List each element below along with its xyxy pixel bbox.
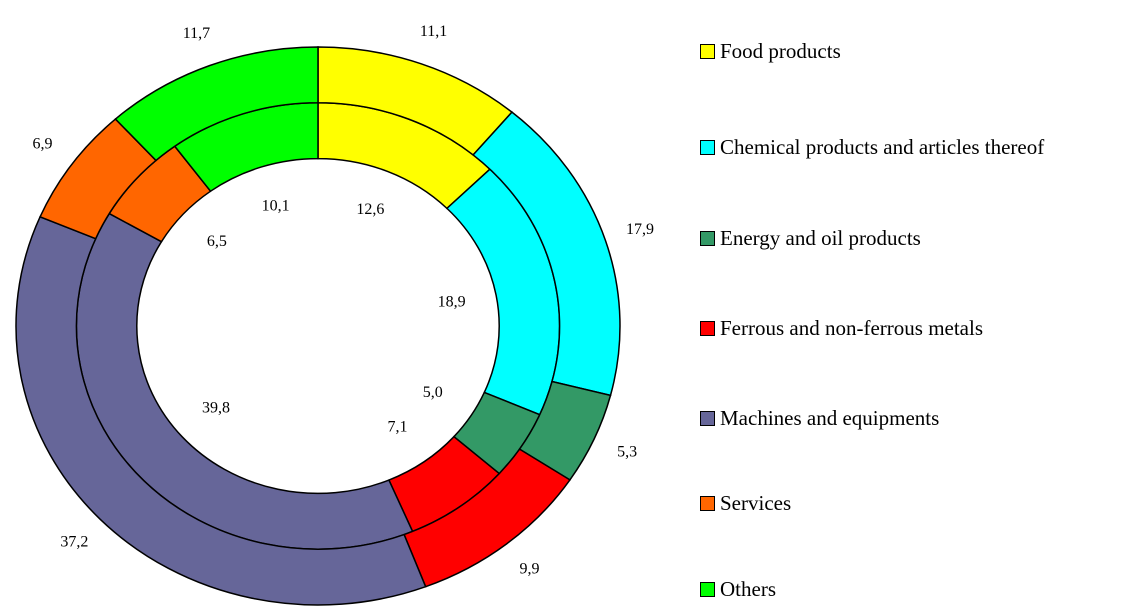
legend-swatch	[700, 44, 715, 59]
legend-swatch	[700, 582, 715, 597]
data-label: 11,1	[420, 23, 447, 40]
legend-label: Machines and equipments	[720, 406, 940, 430]
legend-label: Chemical products and articles thereof	[720, 135, 1045, 159]
ring-segment	[114, 46, 319, 162]
data-label: 6,5	[207, 233, 227, 250]
legend-item: Energy and oil products	[700, 225, 1126, 251]
data-label: 5,0	[423, 384, 443, 401]
legend-item: Others	[700, 576, 1126, 602]
legend-swatch	[700, 140, 715, 155]
legend-swatch	[700, 231, 715, 246]
data-label: 6,9	[32, 135, 52, 152]
data-label: 17,9	[626, 221, 654, 238]
legend-item: Food products	[700, 38, 1126, 64]
data-label: 7,1	[388, 418, 408, 435]
data-label: 5,3	[617, 443, 637, 460]
legend-label: Energy and oil products	[720, 226, 921, 250]
data-label: 9,9	[519, 561, 539, 578]
data-label: 10,1	[262, 197, 290, 214]
legend-swatch	[700, 496, 715, 511]
data-label: 18,9	[438, 294, 466, 311]
ring-segment	[15, 215, 427, 606]
legend-label: Others	[720, 577, 776, 601]
legend-swatch	[700, 411, 715, 426]
data-label: 12,6	[356, 201, 384, 218]
legend-item: Ferrous and non-ferrous metals	[700, 315, 1126, 341]
data-label: 37,2	[60, 533, 88, 550]
data-label: 39,8	[202, 400, 230, 417]
chart: 12,6 18,9 5,0 7,1 39,8 6,5 10,1 11,1 17,9 5,3 9,9 3…	[15, 23, 654, 606]
legend-swatch	[700, 321, 715, 336]
legend-label: Food products	[720, 39, 841, 63]
legend-item: Services	[700, 490, 1126, 516]
legend-item: Machines and equipments	[700, 405, 1126, 431]
data-label: 11,7	[183, 25, 210, 42]
legend-label: Services	[720, 491, 792, 515]
legend-label: Ferrous and non-ferrous metals	[720, 316, 984, 340]
legend-item: Chemical products and articles thereof	[700, 134, 1126, 160]
